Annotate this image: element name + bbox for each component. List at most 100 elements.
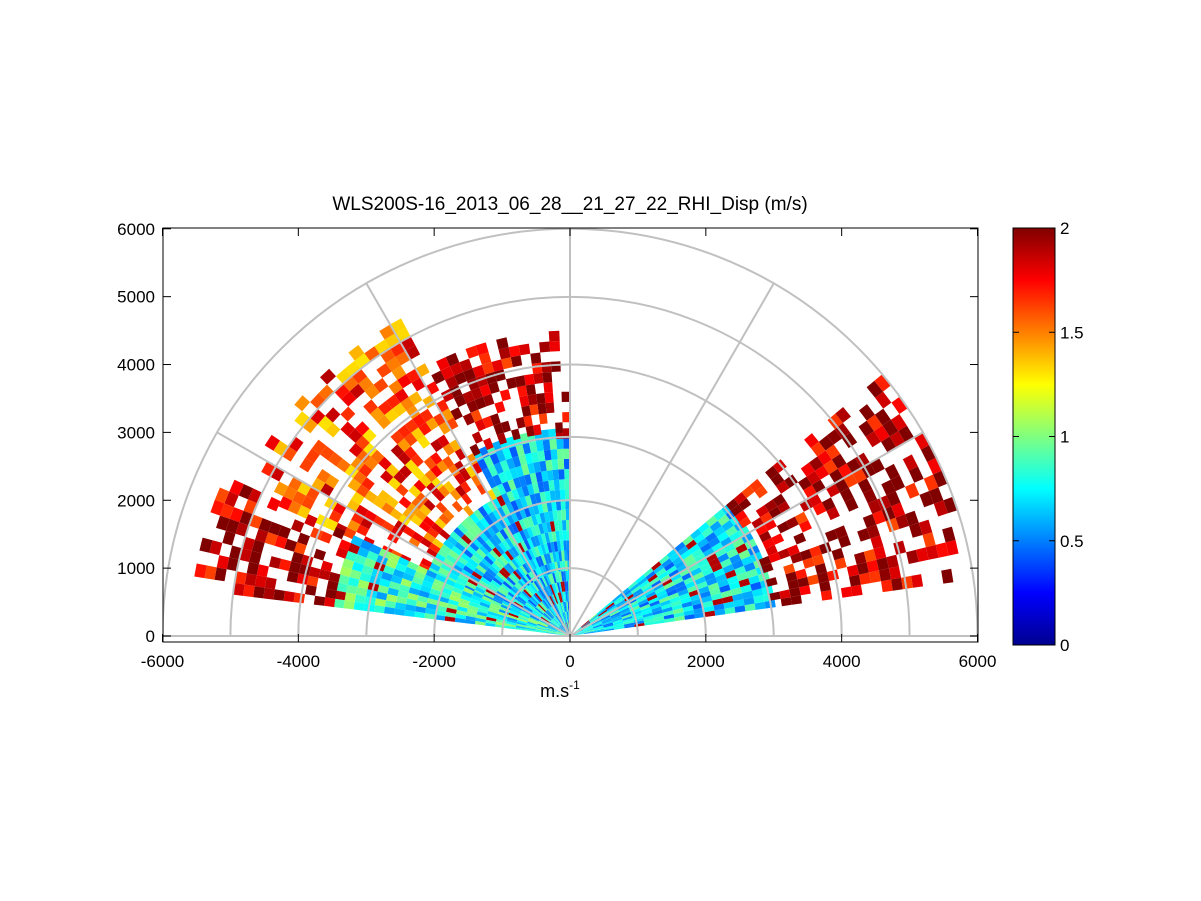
heatmap-cell [470,387,483,400]
heatmap-cell [404,459,418,473]
heatmap-cell [378,456,392,471]
heatmap-cell [682,605,694,612]
heatmap-cell [226,557,240,572]
x-tick-label: -6000 [141,652,184,671]
heatmap-cell [410,581,422,591]
heatmap-cell [410,514,423,527]
heatmap-cell [412,413,426,428]
heatmap-cell [495,590,507,599]
heatmap-cell [643,615,654,621]
heatmap-cell [505,623,516,628]
heatmap-cell [491,562,502,572]
heatmap-cell [920,444,937,462]
heatmap-cell [413,479,427,493]
heatmap-cell [584,631,595,634]
heatmap-cell [740,584,752,594]
heatmap-cell [549,439,557,450]
heatmap-cell [363,557,376,569]
heatmap-cell [274,535,288,549]
heatmap-cell [448,599,459,606]
heatmap-cell [347,428,363,443]
heatmap-cell [866,414,883,432]
heatmap-cell [598,611,608,618]
heatmap-cell [583,626,593,631]
heatmap-cell [540,601,548,611]
heatmap-cell [711,592,723,601]
heatmap-cell [933,500,948,517]
heatmap-cell [324,518,338,532]
heatmap-cell [406,561,419,571]
heatmap-cell [397,424,412,439]
heatmap-cell [533,580,541,591]
heatmap-cell [543,598,551,608]
heatmap-cell [356,484,370,498]
heatmap-cell [674,580,686,589]
heatmap-cell [374,598,386,607]
heatmap-cell [325,588,337,599]
heatmap-cell [277,525,291,539]
x-axis-label-exponent: -1 [569,678,580,692]
heatmap-cell [532,611,542,618]
heatmap-cell [541,615,551,623]
heatmap-cell [220,503,234,519]
heatmap-cell [823,459,838,475]
heatmap-cell [923,474,939,492]
heatmap-cell [558,551,563,562]
heatmap-cell [511,428,521,441]
heatmap-cell [548,608,556,617]
heatmap-cell [399,465,412,479]
heatmap-cell [491,497,502,509]
heatmap-cell [776,521,790,534]
heatmap-cell [573,631,584,635]
heatmap-cell [344,592,356,602]
heatmap-cell [552,572,557,584]
heatmap-cell [518,454,528,466]
heatmap-cell [698,522,710,534]
heatmap-cell [534,592,543,602]
heatmap-cell [465,345,479,359]
heatmap-cell [563,612,567,623]
heatmap-cell [528,584,537,594]
heatmap-cell [471,431,483,444]
heatmap-cell [557,592,562,603]
heatmap-cell [544,490,551,502]
heatmap-cell [564,469,570,480]
heatmap-cell [685,539,697,550]
heatmap-cell [340,406,356,422]
heatmap-cell [328,571,341,583]
heatmap-cell [600,615,611,621]
heatmap-cell [524,587,534,597]
heatmap-cell [320,368,336,385]
heatmap-cell [513,556,523,567]
heatmap-cell [532,503,540,515]
heatmap-cell [566,611,569,622]
heatmap-cell [496,337,509,350]
heatmap-cell [508,345,521,358]
heatmap-cell [559,602,564,613]
heatmap-cell [922,532,936,548]
heatmap-cell [639,579,650,589]
heatmap-cell [363,442,377,457]
heatmap-cell [760,511,773,524]
heatmap-cell [482,393,495,407]
heatmap-cell [873,546,887,560]
heatmap-cell [565,509,570,520]
heatmap-cell [554,604,561,614]
heatmap-cell [499,460,510,472]
heatmap-cell [558,603,563,613]
heatmap-cell [508,446,519,458]
heatmap-cell [549,521,556,532]
heatmap-cell [488,608,499,614]
heatmap-cell [425,417,439,431]
heatmap-cell [891,396,908,414]
heatmap-cell [593,627,604,631]
heatmap-cell [485,588,496,596]
heatmap-cell [476,583,488,592]
heatmap-cell [826,506,840,521]
heatmap-cell [304,514,318,528]
heatmap-cell [733,599,745,607]
heatmap-cell [866,559,879,573]
heatmap-cell [384,408,399,423]
heatmap-cell [555,551,560,562]
heatmap-cell [414,611,426,619]
